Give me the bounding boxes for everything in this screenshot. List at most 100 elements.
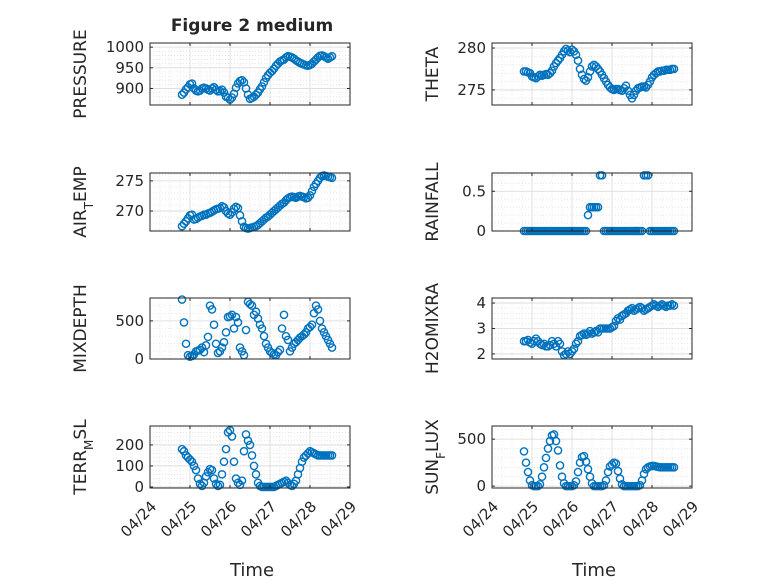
data-point [327,343,337,352]
data-point [645,77,655,86]
data-point [231,312,241,322]
data-point [283,335,293,345]
data-point [583,210,593,220]
y-axis-label-main: SUN [423,459,443,495]
data-point [181,339,191,349]
data-point [571,50,581,60]
y-tick-label: 200 [115,436,144,454]
data-point [231,83,241,92]
plot-area [492,173,692,231]
axes-box [491,172,693,232]
data-point [327,173,337,183]
data-point [607,460,617,469]
subplot-theta: 275 280 THETA [423,39,693,106]
y-axis-label-main: THETA [423,46,443,102]
data-point [541,453,551,463]
data-point [533,481,543,491]
data-point [641,83,651,92]
y-tick-label: 3 [476,320,486,338]
y-axis-label: SUNFLUX [423,419,448,495]
y-axis-label: TERRMSL [71,419,96,496]
data-point [259,331,269,341]
data-point [563,46,573,55]
data-point [229,324,239,333]
data-point [569,344,579,354]
data-point [249,461,259,471]
y-axis-label-subscript: M [82,440,96,450]
data-point [209,474,219,483]
data-point [225,210,235,219]
subplot-rainfall: 0 0.5 RAINFALL [423,162,693,242]
data-point [191,465,201,475]
data-point [553,446,563,455]
data-point [243,436,253,446]
data-point [237,217,247,226]
data-point [279,310,289,320]
y-tick-label: 4 [476,294,486,312]
data-point [555,461,565,470]
data-point [315,316,325,326]
y-tick-label: 0 [134,350,144,368]
data-point [177,90,187,99]
data-point [601,476,611,485]
data-point [525,338,535,347]
data-point [217,470,227,479]
y-tick-label: 100 [115,457,144,475]
data-point [659,301,669,310]
y-axis-label-main: PRESSURE [71,29,91,118]
data-point [221,444,231,454]
data-point [571,477,581,486]
data-point [189,461,199,471]
data-point [669,463,679,472]
data-point [667,300,677,309]
y-tick-label: 275 [457,81,486,99]
data-point [187,457,197,467]
figure-title: Figure 2 medium [171,16,333,36]
data-point [303,193,313,203]
data-point [519,447,529,456]
data-point [211,339,221,349]
data-point [299,330,309,339]
data-point [571,339,581,349]
data-point [211,479,221,489]
data-point [621,81,631,91]
data-point [665,301,675,310]
data-point [639,469,649,479]
data-point [589,328,599,337]
data-point [553,56,563,65]
data-point [179,219,189,229]
data-point [305,322,315,332]
y-axis-label: RAINFALL [423,162,443,242]
data-point [543,444,553,453]
data-point [597,171,607,180]
data-point [277,324,287,333]
y-tick-label: 275 [115,172,144,190]
data-point [545,68,555,78]
data-point [547,66,557,75]
data-point [599,480,609,490]
x-axis-label-right: Time [571,560,616,581]
data-point [521,458,531,467]
data-point [537,340,547,350]
y-axis-label-main: RAINFALL [423,162,443,242]
subplot-air_temp: 270 275 AIRTEMP [71,166,351,238]
data-point [307,320,317,329]
data-point [185,455,195,464]
data-point [313,305,323,314]
data-point [525,476,535,485]
data-point [537,472,547,482]
y-tick-label: 2 [476,345,486,363]
data-point [573,336,583,346]
data-point [251,90,261,99]
data-point [559,47,569,56]
x-axis-label-left: Time [229,560,274,581]
axes-box [149,425,351,489]
data-point [219,337,229,347]
data-point [555,339,565,349]
data-point [581,457,591,466]
data-point [193,474,203,483]
data-point [213,348,223,358]
data-point [579,74,589,84]
y-axis-label: AIRTEMP [71,166,96,237]
y-tick-label: 950 [115,59,144,77]
